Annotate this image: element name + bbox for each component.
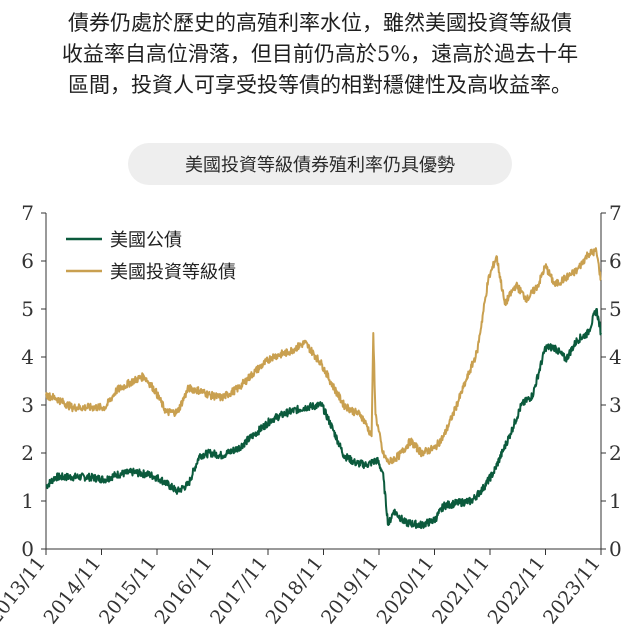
series-line-1 (45, 308, 602, 530)
axes: 0 01 12 23 34 45 56 67 72013/112014/112015/11201… (0, 201, 622, 628)
y-tick-label-right: 6 (609, 249, 622, 273)
x-tick-label: 2020/11 (373, 553, 439, 629)
y-tick-label-right: 7 (609, 201, 622, 225)
x-tick-label: 2017/11 (206, 553, 272, 629)
y-tick-label-left: 4 (21, 345, 34, 369)
chart-title-pill: 美國投資等級債券殖利率仍具優勢 (128, 143, 512, 185)
y-tick-label-left: 3 (21, 393, 34, 417)
x-tick-label: 2023/11 (539, 553, 605, 629)
y-tick-label-right: 3 (609, 393, 622, 417)
y-tick-label-left: 0 (21, 537, 34, 561)
y-tick-label-right: 5 (609, 297, 622, 321)
headline: 債券仍處於歷史的高殖利率水位，雖然美國投資等級債 收益率自高位滑落，但目前仍高於… (0, 8, 640, 101)
yield-chart: 0 01 12 23 34 45 56 67 72013/112014/112015/11201… (0, 201, 622, 628)
legend-label-2: 美國投資等級債 (110, 262, 236, 283)
headline-line-1: 債券仍處於歷史的高殖利率水位，雖然美國投資等級債 (68, 11, 572, 35)
y-tick-label-right: 4 (609, 345, 622, 369)
x-tick-label: 2015/11 (95, 553, 161, 629)
headline-line-3: 區間，投資人可享受投等債的相對穩健性及高收益率。 (68, 73, 572, 97)
x-tick-label: 2014/11 (40, 553, 106, 629)
series-line-2 (45, 247, 602, 465)
x-tick-label: 2019/11 (317, 553, 383, 629)
chart-title: 美國投資等級債券殖利率仍具優勢 (185, 155, 455, 176)
y-tick-label-left: 2 (21, 441, 34, 465)
x-tick-label: 2022/11 (484, 553, 550, 629)
x-tick-label: 2018/11 (262, 553, 328, 629)
x-tick-label: 2021/11 (428, 553, 494, 629)
x-tick-label: 2016/11 (151, 553, 217, 629)
y-tick-label-right: 1 (609, 489, 622, 513)
y-tick-label-right: 0 (609, 537, 622, 561)
headline-line-2: 收益率自高位滑落，但目前仍高於5%，遠高於過去十年 (61, 42, 579, 66)
y-tick-label-left: 6 (21, 249, 34, 273)
series-lines (45, 247, 602, 530)
y-tick-label-left: 1 (21, 489, 34, 513)
y-tick-label-left: 7 (21, 201, 34, 225)
y-tick-label-left: 5 (21, 297, 34, 321)
y-tick-label-right: 2 (609, 441, 622, 465)
legend-label-1: 美國公債 (110, 230, 182, 251)
